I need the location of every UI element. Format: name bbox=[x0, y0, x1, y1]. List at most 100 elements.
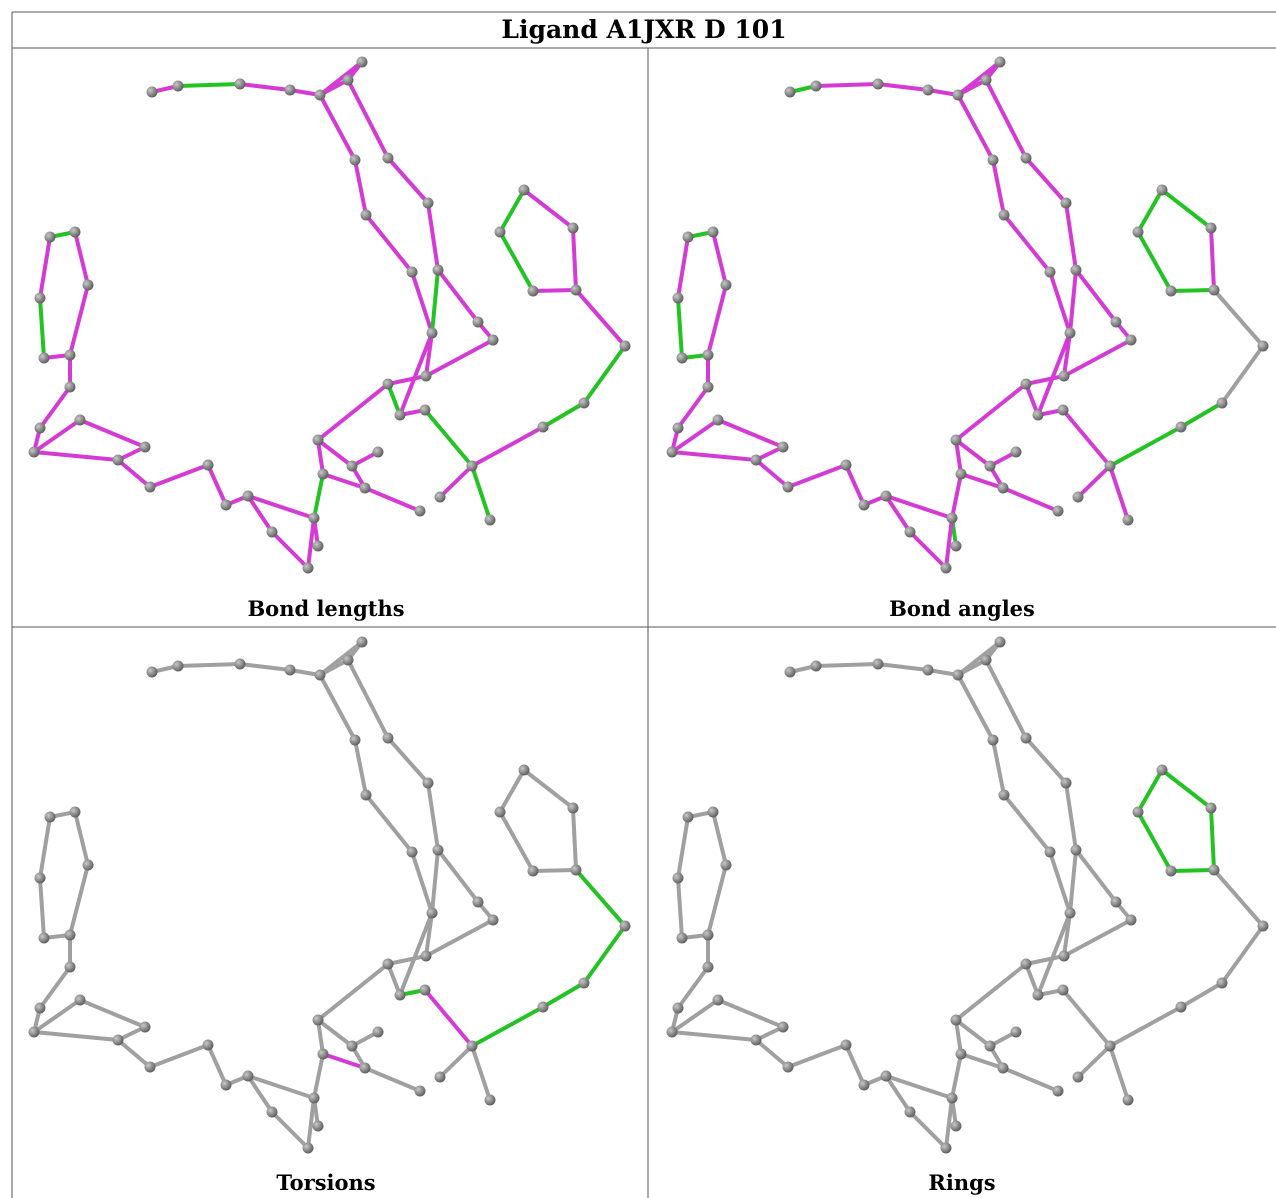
atom bbox=[112, 454, 124, 466]
atom bbox=[980, 654, 992, 666]
bond bbox=[1048, 270, 1072, 335]
atom bbox=[720, 859, 732, 871]
atom bbox=[34, 292, 46, 304]
atom bbox=[487, 334, 499, 346]
bond bbox=[316, 1018, 325, 1056]
atom bbox=[382, 732, 394, 744]
bond bbox=[908, 530, 948, 570]
atom bbox=[432, 844, 444, 856]
bond bbox=[884, 494, 912, 534]
atom bbox=[1156, 764, 1168, 776]
atom bbox=[356, 56, 368, 68]
atom bbox=[880, 1070, 892, 1082]
bond bbox=[1136, 768, 1164, 814]
atom bbox=[904, 526, 916, 538]
atom bbox=[302, 562, 314, 574]
atom bbox=[82, 859, 94, 871]
atom bbox=[64, 381, 76, 393]
caption: Bond lengths bbox=[247, 596, 404, 621]
bond bbox=[1108, 425, 1183, 468]
bond bbox=[423, 988, 474, 1048]
bond bbox=[321, 472, 367, 490]
atom bbox=[712, 994, 724, 1006]
bond bbox=[316, 962, 390, 1022]
bond bbox=[78, 418, 147, 449]
bond bbox=[991, 158, 1006, 217]
bond bbox=[78, 998, 147, 1029]
atom bbox=[672, 1002, 684, 1014]
bond bbox=[1209, 226, 1216, 292]
atom bbox=[1010, 1026, 1022, 1038]
atom bbox=[359, 482, 371, 494]
bond bbox=[1076, 1044, 1112, 1079]
atom bbox=[782, 1061, 794, 1073]
bond bbox=[68, 283, 90, 357]
atom bbox=[1122, 514, 1134, 526]
atom bbox=[666, 1026, 678, 1038]
bond bbox=[1024, 156, 1068, 205]
atom bbox=[810, 660, 822, 672]
atom bbox=[317, 1048, 329, 1060]
bond bbox=[312, 472, 325, 520]
bond bbox=[1169, 288, 1216, 293]
atom bbox=[406, 266, 418, 278]
atom bbox=[349, 734, 361, 746]
atom bbox=[950, 1014, 962, 1026]
bond bbox=[398, 911, 434, 997]
atom bbox=[537, 421, 549, 433]
bond bbox=[353, 158, 368, 217]
atom bbox=[946, 512, 958, 524]
atom bbox=[672, 872, 684, 884]
atom bbox=[940, 1142, 952, 1154]
atom bbox=[64, 929, 76, 941]
bond bbox=[786, 463, 848, 489]
bond bbox=[176, 82, 242, 88]
bond bbox=[1108, 1005, 1183, 1048]
atom bbox=[672, 422, 684, 434]
bond bbox=[32, 998, 82, 1034]
atom bbox=[682, 231, 694, 243]
atom bbox=[172, 80, 184, 92]
atom bbox=[518, 184, 530, 196]
atom bbox=[682, 811, 694, 823]
bond bbox=[1024, 954, 1066, 966]
bond bbox=[238, 662, 292, 672]
atom bbox=[518, 764, 530, 776]
atom bbox=[146, 86, 158, 98]
atom bbox=[1032, 409, 1044, 421]
atom bbox=[702, 349, 714, 361]
atom bbox=[777, 441, 789, 453]
atom bbox=[28, 446, 40, 458]
atom bbox=[414, 505, 426, 517]
bond bbox=[1064, 781, 1078, 852]
atom bbox=[570, 864, 582, 876]
atom bbox=[1132, 226, 1144, 238]
bond bbox=[1212, 868, 1265, 928]
atom bbox=[619, 920, 631, 932]
atom bbox=[220, 499, 232, 511]
atom bbox=[702, 961, 714, 973]
bond bbox=[711, 810, 728, 867]
bond bbox=[959, 1052, 1005, 1070]
bond bbox=[38, 965, 72, 1010]
atom bbox=[987, 734, 999, 746]
molecule-view bbox=[666, 636, 1269, 1154]
bond bbox=[1179, 401, 1224, 429]
bond bbox=[950, 1052, 963, 1100]
bond bbox=[1108, 1044, 1130, 1102]
atom bbox=[1110, 896, 1122, 908]
atom bbox=[1132, 806, 1144, 818]
bond bbox=[1169, 868, 1216, 873]
atom bbox=[1205, 222, 1217, 234]
atom bbox=[342, 74, 354, 86]
atom bbox=[349, 154, 361, 166]
atom bbox=[484, 1094, 496, 1106]
bond bbox=[1108, 464, 1130, 522]
atom bbox=[1070, 844, 1082, 856]
bond bbox=[670, 998, 720, 1034]
bond bbox=[944, 516, 954, 570]
atom bbox=[1110, 316, 1122, 328]
atom bbox=[1072, 1071, 1084, 1083]
caption: Rings bbox=[928, 1170, 995, 1195]
bond bbox=[1061, 988, 1112, 1048]
